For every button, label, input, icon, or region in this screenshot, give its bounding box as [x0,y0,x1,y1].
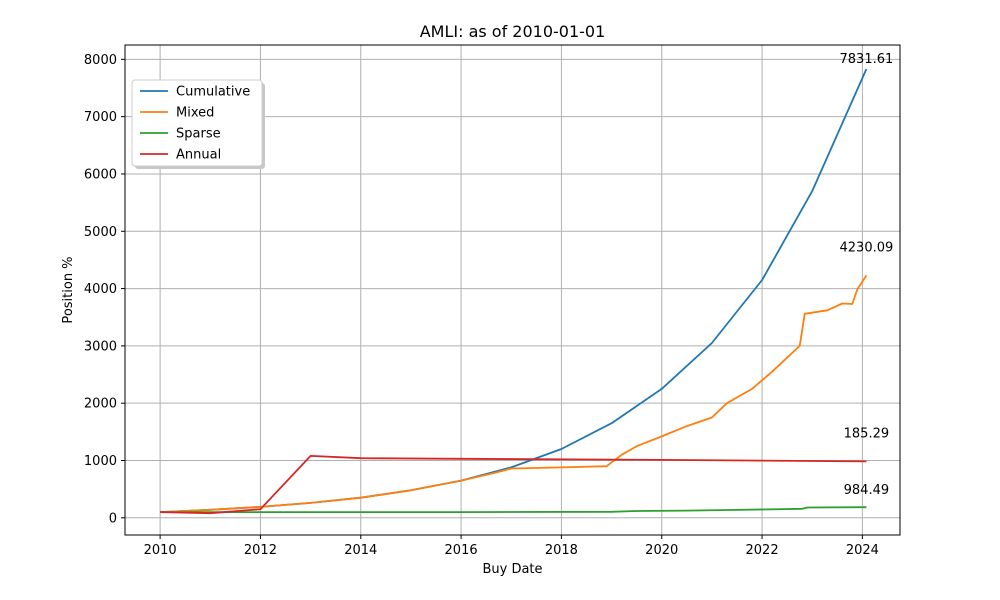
x-tick-label: 2022 [746,543,779,558]
end-value-label: 7831.61 [840,52,894,67]
end-value-label: 4230.09 [840,240,894,255]
plot-frame [124,44,901,536]
legend-box [131,79,263,167]
legend-entry: Sparse [176,127,221,142]
legend-entry: Annual [176,148,221,163]
x-tick-label: 2014 [344,543,377,558]
x-tick-label: 2016 [445,543,478,558]
series-line-sparse [160,506,867,513]
legend: Cumulative Mixed Sparse Annual [131,79,265,169]
y-tick-label: 2000 [84,397,117,412]
y-tick-label: 7000 [84,110,117,125]
y-tick-label: 3000 [84,339,117,354]
series-line-annual [160,455,867,515]
x-tick-label: 2020 [645,543,678,558]
y-axis-title: Position % [61,256,76,323]
x-tick-label: 2010 [144,543,177,558]
y-tick-label: 0 [109,511,117,526]
legend-entry: Cumulative [176,85,250,100]
end-value-label: 185.29 [844,426,890,441]
axis-ticks: 2010 2012 2014 2016 2018 2020 2022 2024 0 1000 200… [84,53,879,558]
x-tick-label: 2012 [244,543,277,558]
x-axis-title: Buy Date [482,562,542,577]
series-lines [160,68,868,515]
x-tick-label: 2024 [846,543,879,558]
end-value-label: 984.49 [844,483,890,498]
legend-entry: Mixed [176,106,214,121]
end-value-labels: 7831.61 4230.09 984.49 185.29 [840,52,894,498]
y-tick-label: 4000 [84,282,117,297]
y-tick-label: 1000 [84,454,117,469]
y-tick-label: 6000 [84,167,117,182]
y-tick-label: 8000 [84,53,117,68]
chart-title: AMLI: as of 2010-01-01 [420,22,606,41]
y-tick-label: 5000 [84,225,117,240]
x-tick-label: 2018 [545,543,578,558]
series-line-mixed [160,274,868,513]
